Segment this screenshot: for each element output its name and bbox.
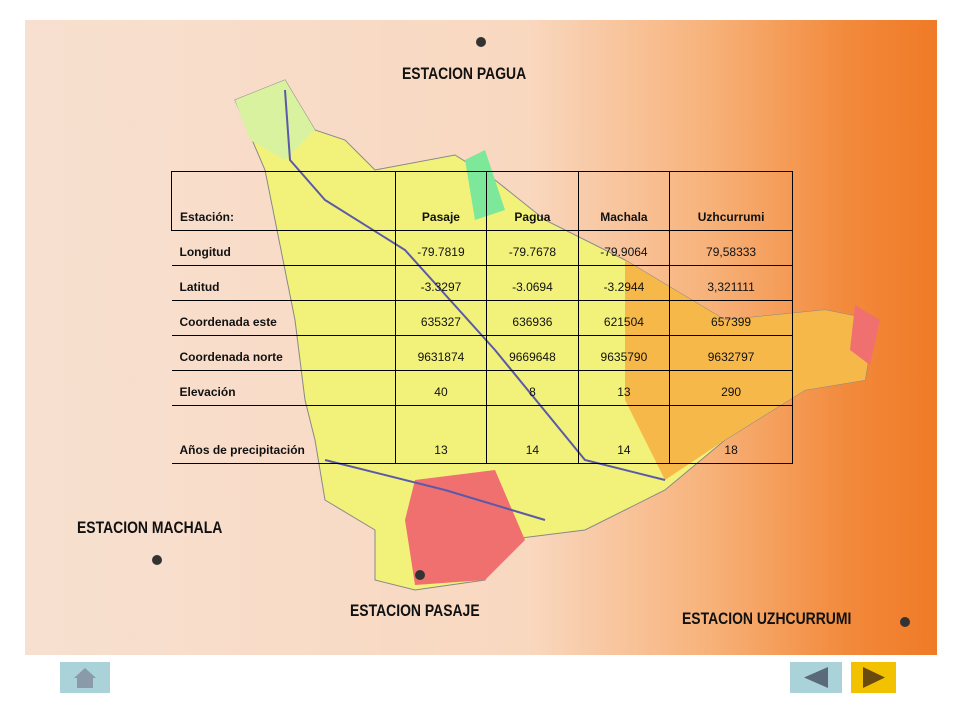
- station-marker: [900, 617, 910, 627]
- station-marker: [476, 37, 486, 47]
- table-cell: Estación:: [171, 171, 396, 231]
- table-cell: -3.0694: [486, 265, 579, 301]
- table-cell: 3,321111: [669, 265, 793, 301]
- table-row: Estación: Pasaje Pagua Machala Uzhcurrumi: [171, 171, 793, 231]
- table-cell: 9635790: [577, 335, 671, 371]
- station-marker: [152, 555, 162, 565]
- station-label: ESTACION MACHALA: [77, 518, 223, 537]
- table-cell: Elevación: [171, 370, 396, 406]
- zone: [405, 470, 525, 585]
- home-button[interactable]: [60, 662, 110, 693]
- table-cell: Pagua: [486, 171, 579, 231]
- table-cell: Coordenada norte: [171, 335, 396, 371]
- table-cell: -3.2944: [577, 265, 671, 301]
- table-cell: 621504: [577, 300, 671, 336]
- table-cell: 79,58333: [669, 230, 793, 266]
- station-label: ESTACION PAGUA: [402, 64, 527, 83]
- table-cell: Pasaje: [394, 171, 488, 231]
- table-cell: -79.7678: [486, 230, 579, 266]
- zone: [235, 80, 315, 160]
- table-row: Coordenada norte 9631874 9669648 9635790 963…: [171, 335, 793, 371]
- forward-button[interactable]: [851, 662, 896, 693]
- table-cell: 14: [577, 405, 671, 464]
- table-row: Años de precipitación 13 14 14 18: [171, 405, 793, 464]
- table-cell: 657399: [669, 300, 793, 336]
- table-cell: Machala: [577, 171, 671, 231]
- table-cell: 8: [486, 370, 579, 406]
- table-cell: -3.3297: [394, 265, 488, 301]
- table-cell: 290: [669, 370, 793, 406]
- table-cell: 9669648: [486, 335, 579, 371]
- table-cell: Años de precipitación: [171, 405, 396, 464]
- table-cell: Latitud: [171, 265, 396, 301]
- table-cell: 9631874: [394, 335, 488, 371]
- table-row: Elevación 40 8 13 290: [171, 370, 793, 406]
- river: [324, 459, 546, 521]
- table-row: Coordenada este 635327 636936 621504 657399: [171, 300, 793, 336]
- table-cell: 13: [394, 405, 488, 464]
- table-cell: 40: [394, 370, 488, 406]
- station-label: ESTACION UZHCURRUMI: [682, 609, 852, 628]
- station-marker: [415, 570, 425, 580]
- table-cell: Coordenada este: [171, 300, 396, 336]
- station-label: ESTACION PASAJE: [350, 601, 480, 620]
- table-cell: 13: [577, 370, 671, 406]
- table-cell: 635327: [394, 300, 488, 336]
- table-cell: Uzhcurrumi: [669, 171, 793, 231]
- table-cell: -79.7819: [394, 230, 488, 266]
- table-cell: 9632797: [669, 335, 793, 371]
- table-row: Latitud -3.3297 -3.0694 -3.2944 3,321111: [171, 265, 793, 301]
- station-table: Estación: Pasaje Pagua Machala Uzhcurrumi Lon…: [171, 171, 793, 464]
- back-button[interactable]: [790, 662, 842, 693]
- table-cell: Longitud: [171, 230, 396, 266]
- table-cell: -79.9064: [577, 230, 671, 266]
- table-cell: 636936: [486, 300, 579, 336]
- table-cell: 14: [486, 405, 579, 464]
- table-row: Longitud -79.7819 -79.7678 -79.9064 79,58333: [171, 230, 793, 266]
- zone: [850, 305, 880, 365]
- table-cell: 18: [669, 405, 793, 464]
